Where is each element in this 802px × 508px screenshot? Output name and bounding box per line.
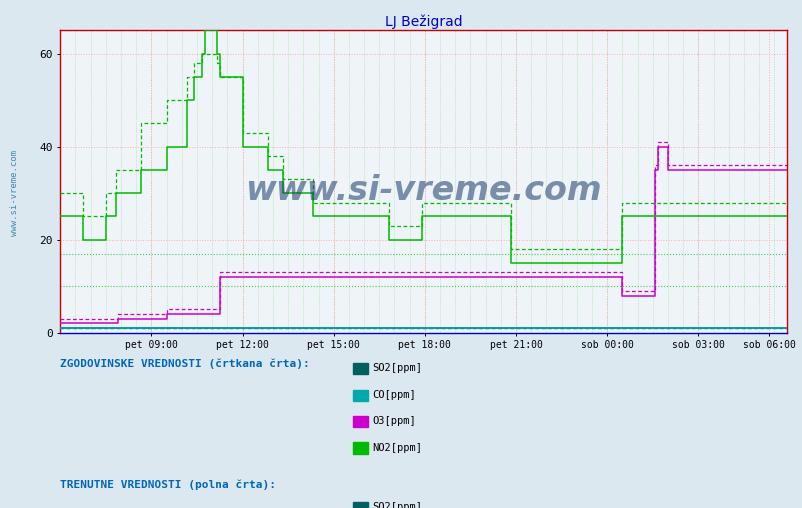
Text: www.si-vreme.com: www.si-vreme.com — [245, 174, 602, 207]
Title: LJ Bežigrad: LJ Bežigrad — [384, 15, 462, 29]
Text: O3[ppm]: O3[ppm] — [372, 416, 415, 426]
Text: www.si-vreme.com: www.si-vreme.com — [10, 150, 18, 236]
Text: NO2[ppm]: NO2[ppm] — [372, 442, 422, 453]
Text: TRENUTNE VREDNOSTI (polna črta):: TRENUTNE VREDNOSTI (polna črta): — [60, 479, 276, 490]
Text: SO2[ppm]: SO2[ppm] — [372, 363, 422, 373]
Text: SO2[ppm]: SO2[ppm] — [372, 502, 422, 508]
Text: CO[ppm]: CO[ppm] — [372, 390, 415, 400]
Text: ZGODOVINSKE VREDNOSTI (črtkana črta):: ZGODOVINSKE VREDNOSTI (črtkana črta): — [60, 358, 310, 369]
